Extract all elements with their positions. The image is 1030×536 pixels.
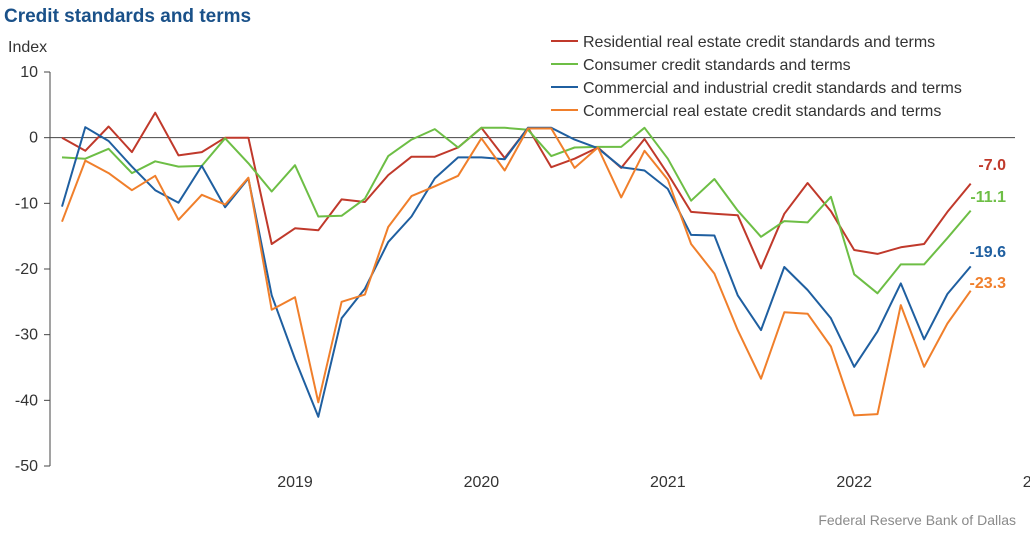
y-axis-label: Index: [8, 39, 47, 56]
x-tick-label: 2021: [650, 474, 686, 491]
y-tick-label: -50: [15, 458, 38, 475]
y-tick-label: -20: [15, 261, 38, 278]
end-labels: -7.0 -11.1 -19.6 -23.3: [970, 157, 1007, 292]
end-label-2: -11.1: [970, 189, 1006, 206]
series-line-4: [61, 127, 972, 417]
x-tick-label: 2019: [277, 474, 313, 491]
x-tick-label: 2023: [1023, 474, 1030, 491]
legend: Residential real estate credit standards…: [551, 34, 962, 120]
x-tick-label: 2022: [836, 474, 872, 491]
legend-label-4: Commercial real estate credit standards …: [583, 103, 941, 120]
legend-label-3: Commercial and industrial credit standar…: [583, 80, 962, 97]
series-line-1: [61, 111, 972, 270]
end-label-4: -23.3: [970, 275, 1007, 292]
end-label-3: -19.6: [970, 244, 1007, 261]
series-line-2: [61, 126, 972, 295]
y-axis: 10 0 -10 -20 -30 -40 -50: [15, 64, 51, 475]
series-lines: [61, 111, 972, 418]
series-line-3: [61, 126, 972, 418]
y-tick-label: 10: [20, 64, 38, 81]
legend-label-2: Consumer credit standards and terms: [583, 57, 851, 74]
chart-title: Credit standards and terms: [4, 6, 252, 27]
source-note: Federal Reserve Bank of Dallas: [818, 512, 1016, 528]
x-axis: 2019 2020 2021 2022 2023: [50, 137, 1030, 491]
legend-label-1: Residential real estate credit standards…: [583, 34, 935, 51]
y-tick-label: -10: [15, 195, 38, 212]
y-tick-label: -40: [15, 392, 38, 409]
y-tick-label: 0: [29, 130, 38, 147]
x-tick-label: 2020: [464, 474, 500, 491]
end-label-1: -7.0: [978, 157, 1006, 174]
y-tick-label: -30: [15, 327, 38, 344]
